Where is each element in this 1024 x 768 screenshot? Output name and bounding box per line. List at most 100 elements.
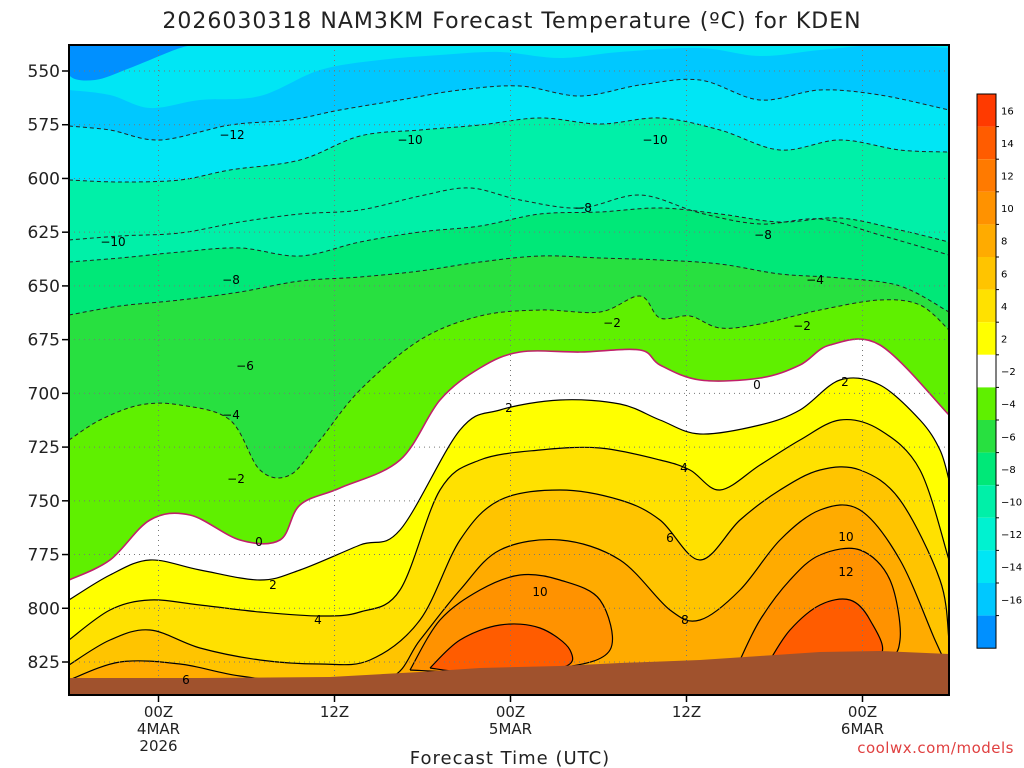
- y-tick-label: 650: [28, 277, 60, 297]
- isotherm-label: 4: [314, 613, 322, 627]
- grid-lines: [69, 45, 949, 695]
- isotherm-label: −8: [754, 228, 772, 242]
- isotherm-minus-8: [69, 187, 949, 256]
- band-12-day1: [430, 623, 573, 672]
- isotherm-minus-2: [69, 295, 949, 479]
- band-minus-16: [69, 45, 200, 81]
- colorbar-swatch: [977, 583, 996, 616]
- colorbar-swatch: [977, 289, 996, 323]
- colorbar-swatch: [977, 387, 996, 420]
- isotherm-label: 2: [841, 375, 849, 389]
- colorbar-swatch: [977, 420, 996, 453]
- colorbar-label: 16: [1001, 106, 1014, 117]
- x-tick-label: 00Z: [848, 703, 877, 721]
- isotherm-label: 12: [838, 565, 853, 579]
- colorbar-swatch: [977, 322, 996, 355]
- colorbar-label: 8: [1001, 237, 1007, 248]
- isotherm-minus-10: [69, 117, 949, 183]
- isotherm-label: 0: [753, 378, 761, 392]
- isotherm-label: 6: [666, 531, 674, 545]
- y-tick-label: 575: [28, 116, 60, 136]
- colorbar-label: 2: [1001, 335, 1007, 346]
- colorbar-frame: [976, 93, 997, 649]
- x-tick-label: 12Z: [320, 703, 349, 721]
- colorbar-swatch: [977, 257, 996, 290]
- y-tick-label: 625: [28, 223, 60, 243]
- isotherm-minus-12: [69, 78, 949, 141]
- x-tick-label: 4MAR: [137, 720, 180, 738]
- colorbar-label: −2: [1001, 367, 1016, 378]
- isotherm-0: [69, 338, 949, 581]
- x-tick-label: 6MAR: [841, 720, 884, 738]
- isotherm-label: −2: [603, 316, 621, 330]
- isotherm-label: −10: [100, 235, 125, 249]
- colorbar-label: 10: [1001, 204, 1014, 215]
- isotherm-label: −4: [806, 273, 824, 287]
- isotherm-label: −6: [236, 359, 254, 373]
- x-tick-label: 12Z: [672, 703, 701, 721]
- y-tick-label: 750: [28, 492, 60, 512]
- colorbar-label: −8: [1001, 465, 1016, 476]
- x-tick-label: 00Z: [496, 703, 525, 721]
- y-tick-label: 775: [28, 546, 60, 566]
- isotherm-label: 2: [505, 401, 513, 415]
- isotherm-label: −10: [397, 133, 422, 147]
- isotherm-label: −2: [793, 319, 811, 333]
- isotherm-label: 4: [680, 461, 688, 475]
- isotherm-label: −10: [642, 133, 667, 147]
- y-axis: 550 575 600 625 650 675 700 725 750 775 800 825: [28, 62, 69, 673]
- x-tick-label: 00Z: [144, 703, 173, 721]
- isotherm-label: −8: [222, 273, 240, 287]
- colorbar-label: −16: [1001, 595, 1022, 606]
- colorbar: 16 14 12 10 8 6 4 2 −2 −4 −6 −8 −10 −12 −14 −16: [976, 93, 1022, 649]
- y-tick-label: 700: [28, 384, 60, 404]
- colorbar-swatch: [977, 485, 996, 518]
- colorbar-label: −10: [1001, 498, 1022, 509]
- isotherm-label: −2: [227, 472, 245, 486]
- colorbar-swatch: [977, 550, 996, 583]
- isotherm-label: −4: [222, 408, 240, 422]
- isotherm-label: 10: [532, 585, 547, 599]
- colorbar-label: 14: [1001, 139, 1014, 150]
- colorbar-label: −4: [1001, 400, 1016, 411]
- isotherm-label: 6: [182, 673, 190, 687]
- isotherm-minus-4: [69, 255, 949, 316]
- colorbar-swatch: [977, 517, 996, 551]
- isotherm-4: [69, 419, 949, 641]
- temperature-fill-bands: [69, 45, 949, 695]
- colorbar-label: 4: [1001, 302, 1007, 313]
- x-axis-label: Forecast Time (UTC): [410, 748, 610, 768]
- terrain-ground: [69, 651, 949, 695]
- colorbar-swatch: [977, 126, 996, 160]
- isotherm-minus-6: [69, 207, 949, 263]
- colorbar-swatch: [977, 452, 996, 486]
- y-tick-label: 675: [28, 331, 60, 351]
- isotherm-2: [69, 377, 949, 601]
- isotherm-label: −8: [574, 201, 592, 215]
- colorbar-label: 12: [1001, 172, 1014, 183]
- colorbar-swatch: [977, 354, 996, 388]
- plot-frame: [68, 44, 950, 696]
- isotherm-label: 10: [838, 530, 853, 544]
- colorbar-swatch: [977, 159, 996, 192]
- credit-text: coolwx.com/models: [857, 739, 1014, 757]
- isotherm-label: 2: [269, 578, 277, 592]
- isotherm-6: [69, 466, 949, 666]
- colorbar-label: −14: [1001, 563, 1022, 574]
- colorbar-label: 6: [1001, 269, 1007, 280]
- isotherm-labels: −12 −10 −10 −10 −8 −8 −8 −6 −4 −4 −2 −2 −2 0 0 2 2 2 4 4 6 6 8…: [100, 128, 853, 687]
- x-tick-label: 5MAR: [489, 720, 532, 738]
- isotherm-label: −12: [219, 128, 244, 142]
- y-tick-label: 825: [28, 653, 60, 673]
- colorbar-swatch: [977, 615, 996, 649]
- isotherm-label: 8: [681, 613, 689, 627]
- y-tick-label: 800: [28, 599, 60, 619]
- chart-title: 2026030318 NAM3KM Forecast Temperature (…: [162, 9, 861, 34]
- colorbar-swatch: [977, 224, 996, 257]
- colorbar-label: −12: [1001, 530, 1022, 541]
- y-tick-label: 725: [28, 438, 60, 458]
- colorbar-label: −6: [1001, 432, 1016, 443]
- band-12-day2: [770, 599, 883, 661]
- colorbar-swatch: [977, 191, 996, 225]
